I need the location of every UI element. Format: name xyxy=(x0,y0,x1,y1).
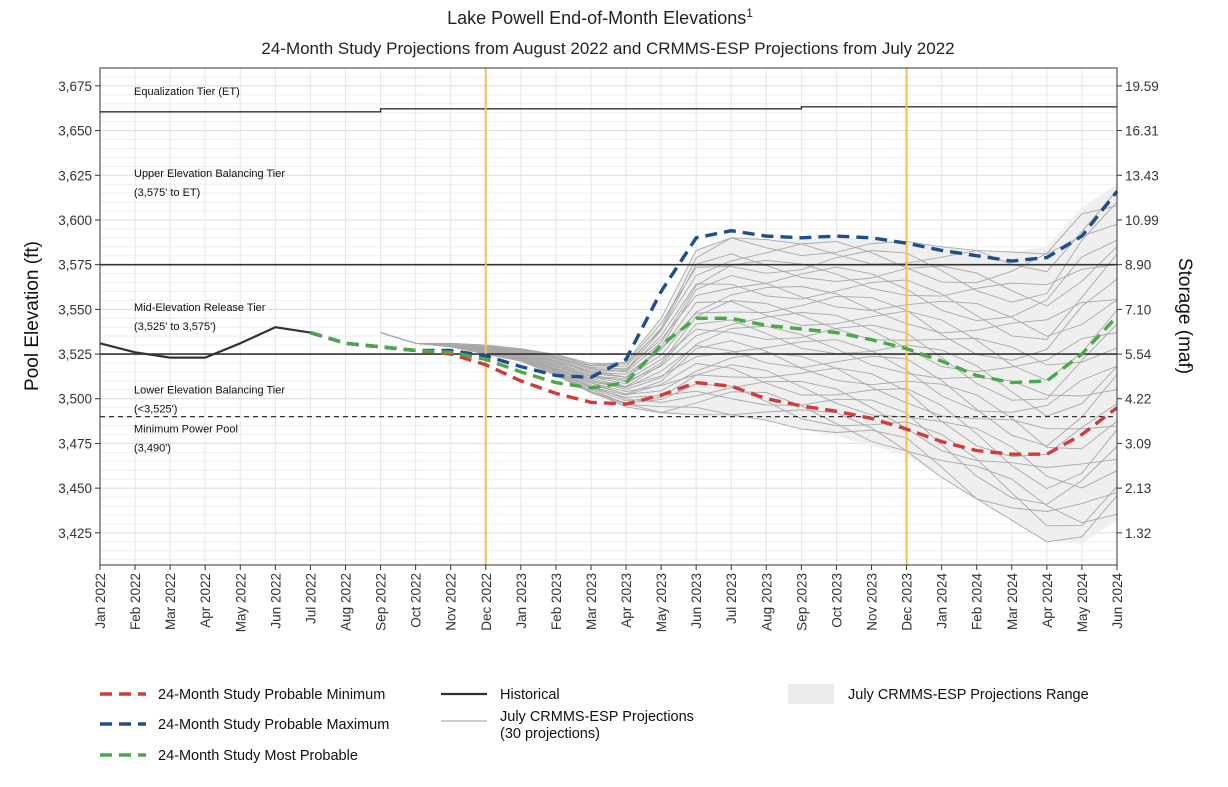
title-superscript: 1 xyxy=(746,6,753,20)
x-tick-label: Jan 2023 xyxy=(514,573,529,629)
y-axis-title: Pool Elevation (ft) xyxy=(22,241,43,391)
y2-tick-label: 5.54 xyxy=(1125,347,1152,362)
y2-tick-label: 13.43 xyxy=(1125,168,1159,183)
tier-lines xyxy=(100,106,1117,418)
y-tick-label: 3,425 xyxy=(58,526,92,541)
y2-tick-label: 2.13 xyxy=(1125,481,1151,496)
y2-axis-ticks: 1.32 2.13 3.09 4.22 5.54 7.10 8.90 10.99 13.43 16… xyxy=(1117,79,1159,541)
y2-tick-label: 16.31 xyxy=(1125,124,1159,139)
esp-projection-trace xyxy=(380,332,1118,512)
x-tick-label: Sep 2022 xyxy=(374,573,389,631)
esp-projection-trace xyxy=(380,332,1118,505)
y2-tick-label: 10.99 xyxy=(1125,213,1159,228)
y2-tick-label: 8.90 xyxy=(1125,258,1151,273)
y2-axis-title: Storage (maf) xyxy=(1174,258,1195,374)
x-tick-label: Jan 2022 xyxy=(93,573,108,629)
data-series xyxy=(99,190,1119,456)
x-tick-label: Apr 2022 xyxy=(198,573,213,628)
y-tick-label: 3,550 xyxy=(58,302,92,317)
x-tick-label: Apr 2023 xyxy=(619,573,634,628)
x-tick-label: Dec 2022 xyxy=(479,573,494,631)
tier-annotation: (3,575' to ET) xyxy=(134,187,200,199)
x-tick-label: Feb 2024 xyxy=(970,573,985,631)
x-tick-label: Aug 2022 xyxy=(338,573,353,631)
y-tick-label: 3,675 xyxy=(58,79,92,94)
x-tick-label: Feb 2022 xyxy=(128,573,143,630)
y-tick-label: 3,650 xyxy=(58,124,92,139)
x-tick-label: Nov 2022 xyxy=(444,573,459,631)
y-tick-label: 3,575 xyxy=(58,258,92,273)
x-tick-label: Feb 2023 xyxy=(549,573,564,630)
y-tick-label: 3,525 xyxy=(58,347,92,362)
x-axis-ticks: Jan 2022 Feb 2022 Mar 2022 Apr 2022 May 2022… xyxy=(93,565,1125,632)
esp-projection-trace xyxy=(380,323,1118,401)
legend-label: July CRMMS-ESP Projections Range xyxy=(848,687,1089,703)
tier-annotation: Lower Elevation Balancing Tier xyxy=(134,384,285,396)
x-tick-label: Apr 2024 xyxy=(1040,573,1055,628)
series-historical xyxy=(99,326,311,359)
legend-label: July CRMMS-ESP Projections xyxy=(500,709,694,725)
y-tick-label: 3,475 xyxy=(58,436,92,451)
legend-label: 24-Month Study Most Probable xyxy=(158,748,358,764)
tier-annotations: Equalization Tier (ET) Upper Elevation Ba… xyxy=(134,86,285,455)
x-tick-label: Mar 2022 xyxy=(163,573,178,630)
legend-label: 24-Month Study Probable Maximum xyxy=(158,717,389,733)
esp-projection-trace xyxy=(380,278,1118,375)
x-tick-label: May 2023 xyxy=(654,573,669,632)
x-tick-label: Jun 2023 xyxy=(689,573,704,629)
x-tick-label: May 2024 xyxy=(1075,573,1090,633)
x-tick-label: Jul 2022 xyxy=(303,573,318,624)
y2-tick-label: 19.59 xyxy=(1125,79,1159,94)
tier-annotation: (<3,525') xyxy=(134,403,177,415)
tier-annotation: Mid-Elevation Release Tier xyxy=(134,302,266,314)
tier-annotation: (3,525' to 3,575') xyxy=(134,321,216,333)
chart-subtitle: 24-Month Study Projections from August 2… xyxy=(261,39,954,58)
x-tick-label: Aug 2023 xyxy=(759,573,774,631)
esp-projection-trace xyxy=(380,239,1118,370)
plot-frame xyxy=(99,67,1118,566)
x-tick-label: Jun 2022 xyxy=(268,573,283,629)
y-tick-label: 3,500 xyxy=(58,392,92,407)
y-axis-ticks: 3,425 3,450 3,475 3,500 3,525 3,550 3,575 3,600… xyxy=(58,79,100,541)
x-tick-label: Jun 2024 xyxy=(1110,573,1125,629)
y-tick-label: 3,625 xyxy=(58,168,92,183)
y2-tick-label: 1.32 xyxy=(1125,526,1151,541)
tier-annotation: Upper Elevation Balancing Tier xyxy=(134,168,285,180)
chart-title: Lake Powell End-of-Month Elevations1 xyxy=(447,6,753,28)
esp-range-area xyxy=(380,184,1118,544)
legend-label: 24-Month Study Probable Minimum xyxy=(158,687,385,703)
x-tick-label: Nov 2023 xyxy=(865,573,880,631)
esp-projection-trace xyxy=(380,312,1118,383)
x-tick-label: Sep 2023 xyxy=(794,573,809,631)
series-24-month-study-most-probable xyxy=(309,315,1119,390)
x-tick-label: Oct 2023 xyxy=(829,573,844,628)
esp-projection-trace xyxy=(380,201,1118,367)
legend-label: (30 projections) xyxy=(500,726,600,742)
x-tick-label: May 2022 xyxy=(233,573,248,632)
equalization-tier-line xyxy=(100,106,1117,113)
y2-tick-label: 3.09 xyxy=(1125,436,1151,451)
x-tick-label: Jan 2024 xyxy=(935,573,950,629)
legend: 24-Month Study Probable Minimum 24-Month … xyxy=(100,684,1089,764)
x-tick-label: Mar 2024 xyxy=(1005,573,1020,631)
y-tick-label: 3,450 xyxy=(58,481,92,496)
legend-swatch xyxy=(788,684,834,704)
legend-label: Historical xyxy=(500,687,560,703)
x-tick-label: Mar 2023 xyxy=(584,573,599,630)
tier-annotation: Minimum Power Pool xyxy=(134,424,238,436)
esp-projection-trace xyxy=(380,205,1118,365)
y-tick-label: 3,600 xyxy=(58,213,92,228)
y2-tick-label: 7.10 xyxy=(1125,302,1151,317)
vertical-markers xyxy=(484,68,908,565)
y2-tick-label: 4.22 xyxy=(1125,392,1151,407)
esp-range-band xyxy=(380,184,1118,544)
x-tick-label: Oct 2022 xyxy=(409,573,424,628)
tier-annotation: (3,490') xyxy=(134,443,171,455)
tier-annotation: Equalization Tier (ET) xyxy=(134,86,240,98)
x-tick-label: Jul 2023 xyxy=(724,573,739,624)
x-tick-label: Dec 2023 xyxy=(900,573,915,631)
